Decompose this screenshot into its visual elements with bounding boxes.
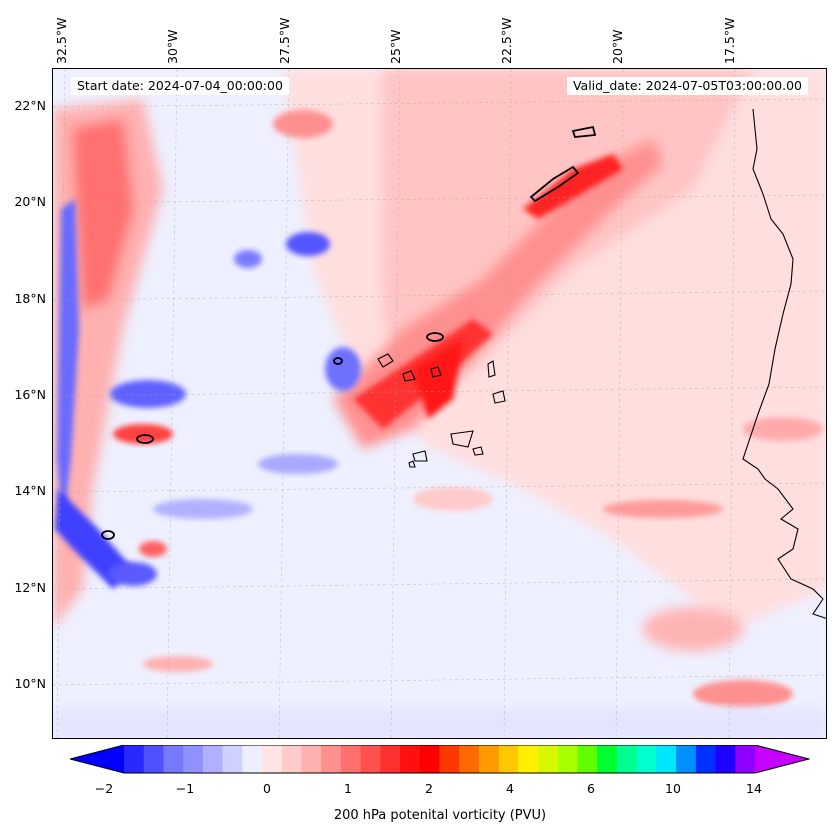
cb-tick-6: 6 — [587, 781, 595, 796]
colorbar-segment — [360, 745, 381, 773]
west-pv-core — [73, 119, 133, 309]
cb-tick-4: 4 — [506, 781, 514, 796]
pv-field — [53, 69, 826, 738]
colorbar-segment — [518, 745, 539, 773]
red-blob-9 — [413, 487, 493, 511]
red-blob-8 — [273, 110, 333, 138]
cb-tick-neg1: −1 — [175, 781, 195, 796]
colorbar-segment — [478, 745, 500, 773]
lat-label-20n: 20°N — [14, 194, 46, 209]
colorbar-segment — [695, 745, 717, 773]
pv-2-contours — [101, 125, 597, 540]
blue-blob-2 — [286, 232, 330, 256]
start-date-label: Start date: 2024-07-04_00:00:00 — [71, 77, 289, 95]
colorbar-extend-low — [70, 745, 124, 773]
africa-coastline — [742, 108, 826, 619]
lat-label-14n: 14°N — [14, 483, 46, 498]
colorbar-segment — [202, 745, 224, 773]
colorbar-segment — [439, 745, 460, 773]
colorbar-segment — [124, 745, 145, 773]
blue-core-sw — [55, 489, 133, 589]
colorbar-segment — [735, 745, 756, 773]
blue-blob-4 — [109, 562, 157, 586]
colorbar-segment — [321, 745, 342, 773]
colorbar-segment — [163, 745, 184, 773]
red-blob-2 — [139, 541, 167, 557]
colorbar-extend-high — [755, 745, 809, 773]
south-strip — [53, 709, 826, 738]
lon-label-22-5w: 22.5°W — [499, 17, 514, 64]
colorbar-segment — [281, 745, 303, 773]
colorbar-label: 200 hPa potenital vorticity (PVU) — [333, 808, 547, 823]
colorbar-segment — [597, 745, 618, 773]
cb-tick-10: 10 — [665, 781, 681, 796]
blue-blob-7 — [325, 347, 361, 391]
blue-blob-5 — [258, 454, 338, 474]
colorbar — [70, 745, 810, 774]
lon-label-30w: 30°W — [165, 29, 180, 64]
cb-tick-1: 1 — [344, 781, 352, 796]
red-blob-1 — [113, 424, 173, 444]
red-blob-7 — [143, 656, 213, 672]
colorbar-segment — [577, 745, 598, 773]
colorbar-segment — [301, 745, 322, 773]
map-panel: Start date: 2024-07-04_00:00:00 Valid_da… — [52, 68, 827, 739]
colorbar-segment — [143, 745, 165, 773]
red-blob-3 — [603, 500, 723, 518]
lon-label-32-5w: 32.5°W — [54, 17, 69, 64]
blue-blob-3 — [234, 250, 262, 268]
pv-max-south — [413, 339, 463, 419]
lat-label-18n: 18°N — [14, 291, 46, 306]
lat-label-10n: 10°N — [14, 676, 46, 691]
valid-date-label: Valid_date: 2024-07-05T03:00:00.00 — [566, 77, 808, 95]
colorbar-segment — [498, 745, 519, 773]
colorbar-segment — [340, 745, 362, 773]
cape-verde-islands — [377, 353, 506, 468]
colorbar-segment — [183, 745, 204, 773]
colorbar-segment — [538, 745, 559, 773]
lon-label-27-5w: 27.5°W — [277, 17, 292, 64]
colorbar-segment — [459, 745, 480, 773]
cb-tick-14: 14 — [746, 781, 762, 796]
red-blob-5 — [743, 417, 823, 441]
lon-label-17-5w: 17.5°W — [722, 17, 737, 64]
colorbar-segment — [242, 745, 263, 773]
colorbar-segment — [400, 745, 421, 773]
colorbar-segment — [419, 745, 441, 773]
red-blob-4 — [643, 607, 743, 651]
colorbar-segment — [557, 745, 579, 773]
colorbar-segment — [616, 745, 638, 773]
lon-label-25w: 25°W — [388, 29, 403, 64]
red-blob-6 — [693, 680, 793, 708]
colorbar-outline — [70, 745, 810, 774]
colorbar-segment — [222, 745, 243, 773]
colorbar-segment — [380, 745, 401, 773]
colorbar-segment — [262, 745, 283, 773]
graticule — [53, 69, 826, 738]
blue-blob-6 — [153, 499, 253, 519]
colorbar-segment — [656, 745, 677, 773]
colorbar-segment — [676, 745, 697, 773]
cb-tick-2: 2 — [425, 781, 433, 796]
lat-label-12n: 12°N — [14, 580, 46, 595]
lon-label-20w: 20°W — [610, 29, 625, 64]
lat-label-16n: 16°N — [14, 387, 46, 402]
blue-blob-1 — [110, 380, 186, 408]
colorbar-segment — [715, 745, 736, 773]
cb-tick-neg2: −2 — [94, 781, 114, 796]
cb-tick-0: 0 — [263, 781, 271, 796]
pv-max-north — [523, 154, 623, 219]
lat-label-22n: 22°N — [14, 98, 46, 113]
colorbar-segment — [636, 745, 658, 773]
